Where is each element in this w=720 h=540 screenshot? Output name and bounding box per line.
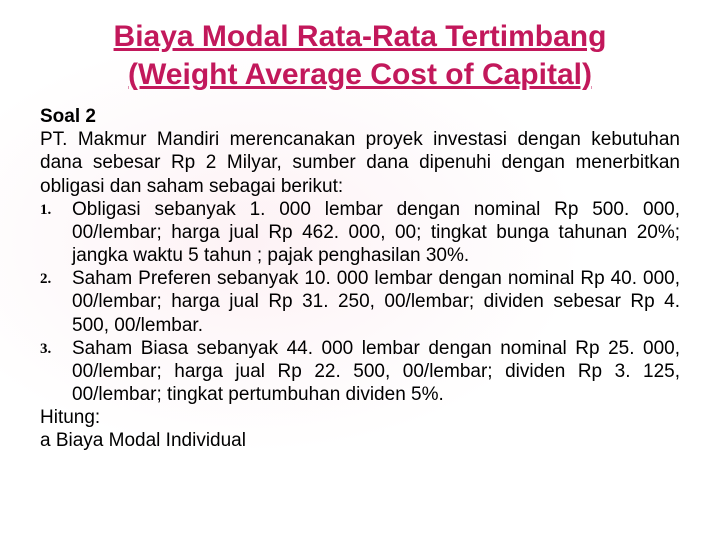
list-item: Saham Biasa sebanyak 44. 000 lembar deng… — [72, 337, 680, 407]
question-label: Soal 2 — [40, 105, 680, 128]
hitung-label: Hitung: — [40, 406, 680, 429]
title-line-2: (Weight Average Cost of Capital) — [128, 58, 592, 91]
intro-paragraph: PT. Makmur Mandiri merencanakan proyek i… — [40, 128, 680, 198]
slide-title: Biaya Modal Rata-Rata Tertimbang (Weight… — [40, 18, 680, 93]
numbered-list: Obligasi sebanyak 1. 000 lembar dengan n… — [40, 198, 680, 407]
cutoff-text: a Biaya Modal Individual — [40, 429, 680, 452]
slide-body: Soal 2 PT. Makmur Mandiri merencanakan p… — [40, 105, 680, 453]
slide-container: Biaya Modal Rata-Rata Tertimbang (Weight… — [0, 0, 720, 453]
title-line-1: Biaya Modal Rata-Rata Tertimbang — [114, 20, 607, 53]
list-item: Obligasi sebanyak 1. 000 lembar dengan n… — [72, 198, 680, 268]
list-item: Saham Preferen sebanyak 10. 000 lembar d… — [72, 267, 680, 337]
